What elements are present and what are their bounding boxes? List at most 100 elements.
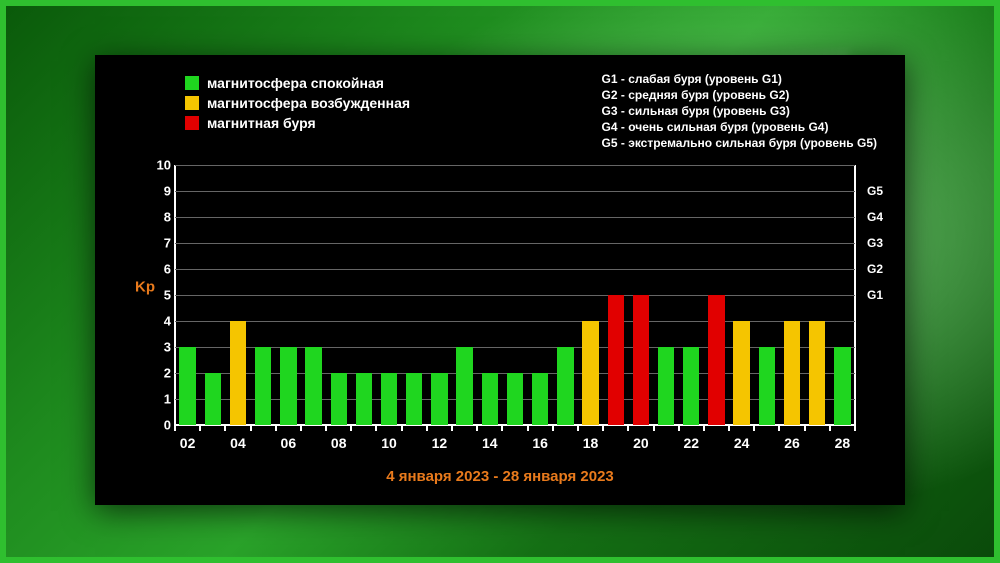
x-tick-label: 24 [734,435,750,451]
x-tick-mark [501,425,503,431]
x-tick-mark [728,425,730,431]
y-tick-left: 2 [153,366,171,381]
legend-left: магнитосфера спокойная магнитосфера возбу… [185,73,410,133]
y-tick-right: G5 [867,184,883,198]
legend-row: магнитосфера возбужденная [185,93,410,113]
bar [784,321,800,425]
bar [507,373,523,425]
bar [658,347,674,425]
y-tick-right: G4 [867,210,883,224]
bar [381,373,397,425]
y-tick-left: 7 [153,236,171,251]
x-tick-label: 16 [532,435,548,451]
gridline [175,165,855,166]
legend-right: G1 - слабая буря (уровень G1)G2 - средня… [602,71,877,151]
bar [608,295,624,425]
bar [834,347,850,425]
chart-panel: магнитосфера спокойная магнитосфера возбу… [95,55,905,505]
bar [582,321,598,425]
legend-row: магнитная буря [185,113,410,133]
date-range-footer: 4 января 2023 - 28 января 2023 [95,468,905,485]
gridline [175,269,855,270]
bar [280,347,296,425]
legend-row: магнитосфера спокойная [185,73,410,93]
x-tick-mark [577,425,579,431]
x-tick-label: 22 [683,435,699,451]
x-tick-mark [678,425,680,431]
y-tick-left: 3 [153,340,171,355]
g-scale-line: G5 - экстремально сильная буря (уровень … [602,135,877,151]
y-tick-left: 6 [153,262,171,277]
y-tick-left: 8 [153,210,171,225]
x-tick-mark [174,425,176,431]
plot-area: 012345678910G1G2G3G4G5020406081012141618… [175,165,855,425]
x-tick-label: 02 [180,435,196,451]
x-tick-mark [552,425,554,431]
x-tick-mark [350,425,352,431]
legend-swatch [185,96,199,110]
x-tick-mark [854,425,856,431]
x-tick-label: 08 [331,435,347,451]
legend-label: магнитная буря [207,115,316,131]
x-tick-mark [325,425,327,431]
bar [230,321,246,425]
x-tick-label: 28 [835,435,851,451]
x-tick-mark [199,425,201,431]
gridline [175,217,855,218]
bar [179,347,195,425]
legend-label: магнитосфера возбужденная [207,95,410,111]
x-tick-mark [476,425,478,431]
bar [708,295,724,425]
y-tick-right: G3 [867,236,883,250]
x-tick-mark [451,425,453,431]
gridline [175,191,855,192]
bar [759,347,775,425]
y-tick-right: G2 [867,262,883,276]
bar [557,347,573,425]
g-scale-line: G4 - очень сильная буря (уровень G4) [602,119,877,135]
x-tick-mark [627,425,629,431]
x-tick-mark [653,425,655,431]
gridline [175,321,855,322]
x-tick-mark [401,425,403,431]
y-tick-right: G1 [867,288,883,302]
legend-swatch [185,76,199,90]
gridline [175,243,855,244]
x-tick-label: 18 [583,435,599,451]
g-scale-line: G2 - средняя буря (уровень G2) [602,87,877,103]
y-tick-left: 1 [153,392,171,407]
x-tick-mark [703,425,705,431]
x-tick-mark [804,425,806,431]
y-axis-label: Kp [135,279,155,296]
gridline [175,295,855,296]
x-tick-mark [250,425,252,431]
legend-swatch [185,116,199,130]
x-tick-mark [300,425,302,431]
x-tick-label: 14 [482,435,498,451]
x-tick-mark [375,425,377,431]
bar [809,321,825,425]
x-tick-label: 26 [784,435,800,451]
x-tick-mark [829,425,831,431]
x-tick-mark [602,425,604,431]
x-tick-mark [224,425,226,431]
bar [205,373,221,425]
y-tick-left: 4 [153,314,171,329]
x-tick-mark [778,425,780,431]
x-tick-label: 04 [230,435,246,451]
y-tick-left: 0 [153,418,171,433]
bar [305,347,321,425]
y-tick-left: 10 [153,158,171,173]
bar [331,373,347,425]
bar [733,321,749,425]
bar [406,373,422,425]
gridline [175,347,855,348]
x-tick-label: 20 [633,435,649,451]
g-scale-line: G3 - сильная буря (уровень G3) [602,103,877,119]
bar [431,373,447,425]
y-tick-left: 9 [153,184,171,199]
x-tick-label: 10 [381,435,397,451]
bar [255,347,271,425]
bar [456,347,472,425]
bar [356,373,372,425]
